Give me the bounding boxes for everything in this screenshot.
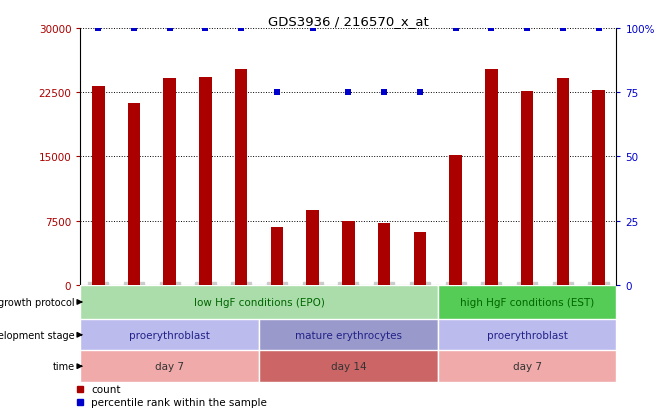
Text: proerythroblast: proerythroblast [129,330,210,340]
Point [200,26,211,32]
Text: high HgF conditions (EST): high HgF conditions (EST) [460,297,594,307]
Bar [450,155,462,285]
Bar [259,319,438,351]
Text: time: time [53,361,75,371]
Bar [521,92,533,285]
Text: development stage: development stage [0,330,75,340]
Bar [342,222,354,285]
Bar [485,70,498,285]
Bar [80,351,259,382]
Bar [80,319,259,351]
Text: mature erythrocytes: mature erythrocytes [295,330,402,340]
Bar [163,78,176,285]
Bar [80,285,438,319]
Point [415,90,425,96]
Text: percentile rank within the sample: percentile rank within the sample [91,397,267,408]
Bar [306,210,319,285]
Point [522,26,533,32]
Bar [378,224,391,285]
Bar [438,285,616,319]
Bar [128,104,140,285]
Bar [92,87,105,285]
Text: count: count [91,384,121,394]
Point [557,26,568,32]
Point [343,90,354,96]
Bar [557,78,569,285]
Text: low HgF conditions (EPO): low HgF conditions (EPO) [194,297,324,307]
Bar [438,351,616,382]
Bar [438,319,616,351]
Text: proerythroblast: proerythroblast [486,330,567,340]
Text: day 7: day 7 [155,361,184,371]
Point [379,90,389,96]
Bar [199,78,212,285]
Point [450,26,461,32]
Point [129,26,139,32]
Point [308,26,318,32]
Point [486,26,496,32]
Bar [413,232,426,285]
Point [236,26,247,32]
Text: day 14: day 14 [330,361,366,371]
Bar [259,351,438,382]
Point [271,90,282,96]
Title: GDS3936 / 216570_x_at: GDS3936 / 216570_x_at [268,15,429,28]
Point [164,26,175,32]
Point [593,26,604,32]
Bar [235,70,247,285]
Bar [592,90,605,285]
Bar [271,227,283,285]
Text: growth protocol: growth protocol [0,297,75,307]
Text: day 7: day 7 [513,361,541,371]
Point [93,26,104,32]
